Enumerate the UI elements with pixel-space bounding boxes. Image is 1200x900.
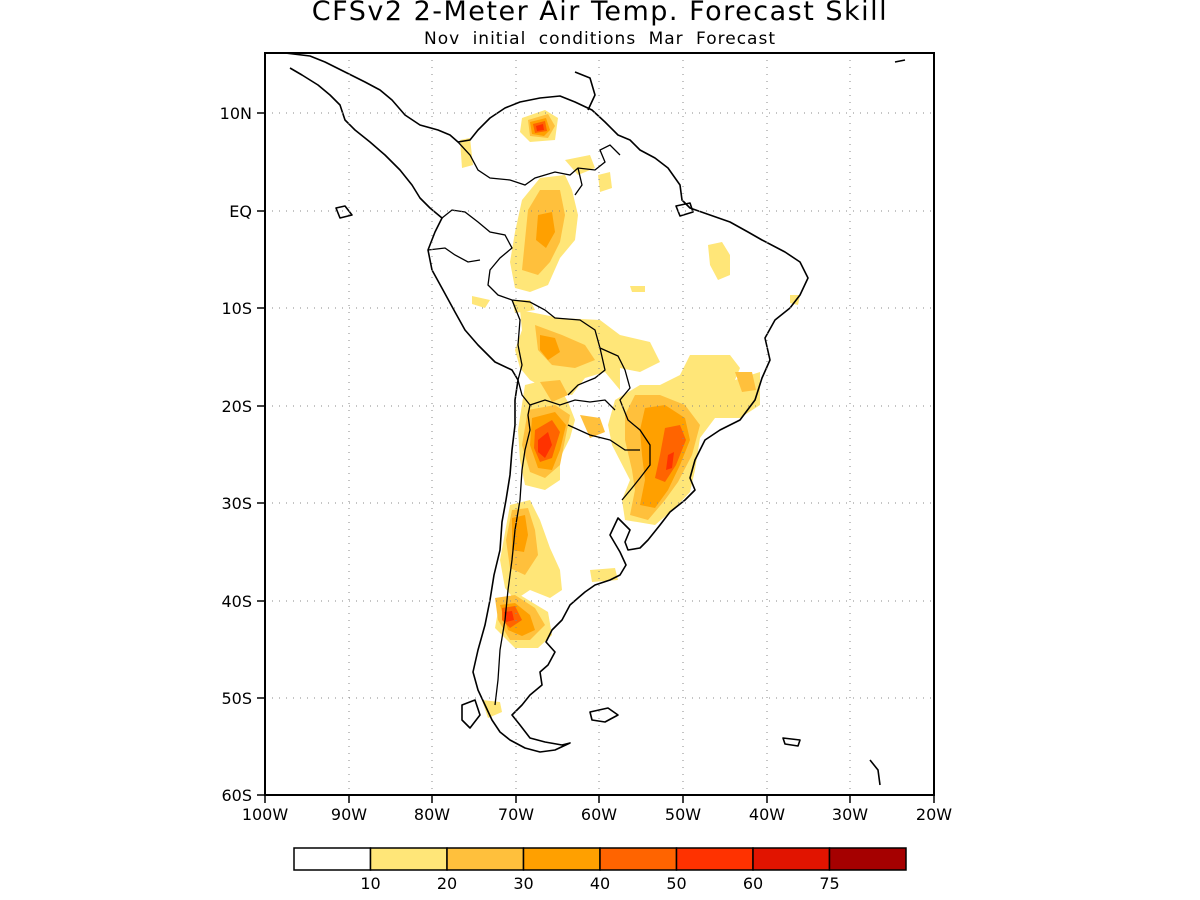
legend-swatch-4 [599,847,678,871]
map-title: CFSv2 2-Meter Air Temp. Forecast Skill [311,0,889,27]
lon-label-80w: 80W [414,805,450,824]
legend-label-20: 20 [437,874,457,893]
latitude-axis: 10N EQ 10S 20S 30S 40S 50S 60S [220,104,252,805]
lon-label-70w: 70W [498,805,534,824]
lat-label-40s: 40S [221,592,252,611]
legend-swatch-1 [369,847,448,871]
lon-label-60w: 60W [581,805,617,824]
legend-swatch-5 [675,847,754,871]
color-legend: 10 20 30 40 50 60 75 [293,847,907,893]
legend-swatch-3 [522,847,601,871]
lon-label-40w: 40W [749,805,785,824]
lat-label-30s: 30S [221,494,252,513]
legend-label-60: 60 [743,874,763,893]
lon-label-100w: 100W [242,805,289,824]
longitude-axis: 100W 90W 80W 70W 60W 50W 40W 30W 20W [242,805,952,824]
lat-label-20s: 20S [221,397,252,416]
map-subtitle: Nov initial conditions Mar Forecast [423,29,776,49]
legend-label-50: 50 [666,874,686,893]
legend-label-10: 10 [360,874,380,893]
contour-50-60 [504,124,674,622]
legend-swatch-6 [752,847,831,871]
lon-label-90w: 90W [331,805,367,824]
legend-swatch-2 [446,847,525,871]
lat-label-10n: 10N [220,104,252,123]
lat-label-60s: 60S [221,786,252,805]
lat-label-eq: EQ [229,202,252,221]
legend-label-75: 75 [819,874,839,893]
lon-label-20w: 20W [916,805,952,824]
legend-label-30: 30 [513,874,533,893]
lat-label-50s: 50S [221,689,252,708]
lon-label-50w: 50W [665,805,701,824]
legend-swatch-0 [293,847,372,871]
legend-swatch-7 [828,847,907,871]
graticule [265,53,934,795]
legend-label-40: 40 [590,874,610,893]
country-borders [427,141,651,706]
lon-label-30w: 30W [832,805,868,824]
coastlines [284,53,906,786]
axis-ticks [257,112,935,803]
lat-label-10s: 10S [221,299,252,318]
skill-contours [460,110,800,718]
